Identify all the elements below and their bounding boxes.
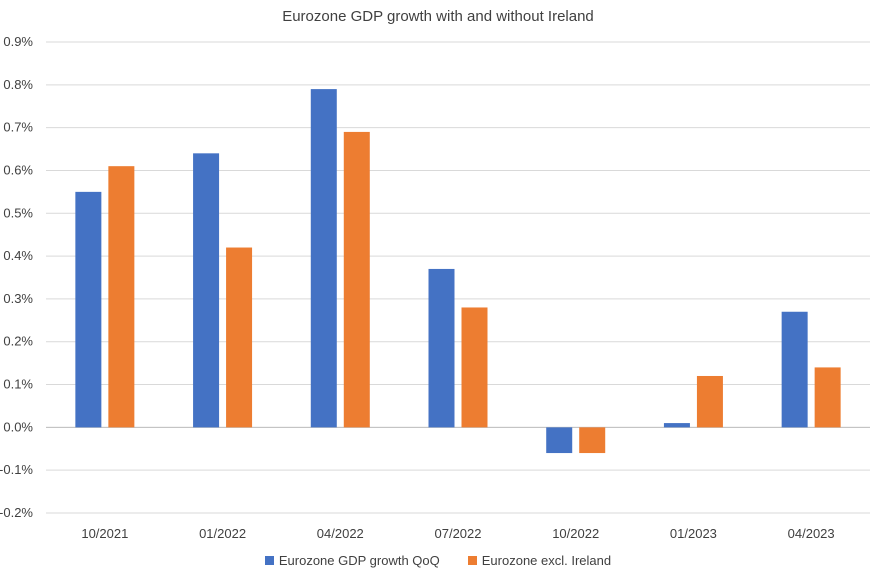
- bar-2-01-2023: [696, 375, 723, 428]
- x-axis-labels: 10/2021 01/2022 04/2022 07/2022 10/2022 01/20…: [81, 526, 834, 541]
- y-tick-label: 0.3%: [3, 291, 33, 306]
- bar-2-10-2021: [108, 166, 135, 428]
- legend-swatch-series-1: [264, 556, 274, 565]
- y-tick-label: 0.1%: [3, 377, 33, 392]
- bar-2-04-2023: [814, 367, 841, 428]
- bar-1-07-2022: [428, 268, 455, 428]
- chart-title: Eurozone GDP growth with and without Ire…: [282, 8, 594, 25]
- y-tick-label: 0.4%: [3, 248, 33, 263]
- bar-1-01-2023: [663, 423, 690, 428]
- legend-swatch-series-2: [467, 556, 477, 565]
- x-tick-label: 01/2023: [670, 526, 717, 541]
- x-tick-label: 07/2022: [435, 526, 482, 541]
- y-tick-label: -0.2%: [0, 505, 33, 520]
- bar-2-01-2022: [226, 247, 253, 428]
- y-tick-label: -0.1%: [0, 462, 33, 477]
- bar-1-10-2022: [546, 427, 573, 454]
- bar-1-10-2021: [75, 191, 102, 428]
- bar-1-04-2022: [310, 89, 337, 428]
- x-tick-label: 10/2021: [81, 526, 128, 541]
- bar-1-04-2023: [781, 311, 808, 428]
- x-tick-label: 04/2022: [317, 526, 364, 541]
- gridlines: [46, 41, 870, 514]
- legend-label-series-2: Eurozone excl. Ireland: [481, 553, 612, 568]
- bar-2-07-2022: [461, 307, 488, 428]
- y-tick-label: 0.6%: [3, 162, 33, 177]
- y-tick-label: 0.5%: [3, 205, 33, 220]
- legend: Eurozone GDP growth QoQ Eurozone excl. I…: [0, 553, 876, 568]
- y-tick-label: 0.8%: [3, 77, 33, 92]
- y-tick-label: 0.9%: [3, 34, 33, 49]
- legend-label-series-1: Eurozone GDP growth QoQ: [278, 553, 440, 568]
- x-tick-label: 01/2022: [199, 526, 246, 541]
- bar-1-01-2022: [193, 153, 220, 428]
- bar-2-10-2022: [579, 427, 606, 454]
- legend-item-series-1: Eurozone GDP growth QoQ: [264, 553, 440, 568]
- bars: [75, 89, 841, 454]
- legend-item-series-2: Eurozone excl. Ireland: [467, 553, 612, 568]
- y-tick-label: 0.7%: [3, 120, 33, 135]
- x-tick-label: 10/2022: [552, 526, 599, 541]
- bar-2-04-2022: [343, 131, 370, 428]
- y-tick-label: 0.0%: [3, 419, 33, 434]
- x-tick-label: 04/2023: [788, 526, 835, 541]
- y-tick-label: 0.2%: [3, 334, 33, 349]
- y-axis-ticks: -0.2% -0.1% 0.0% 0.1% 0.2% 0.3% 0.4% 0.5% 0.6% 0.…: [0, 34, 33, 520]
